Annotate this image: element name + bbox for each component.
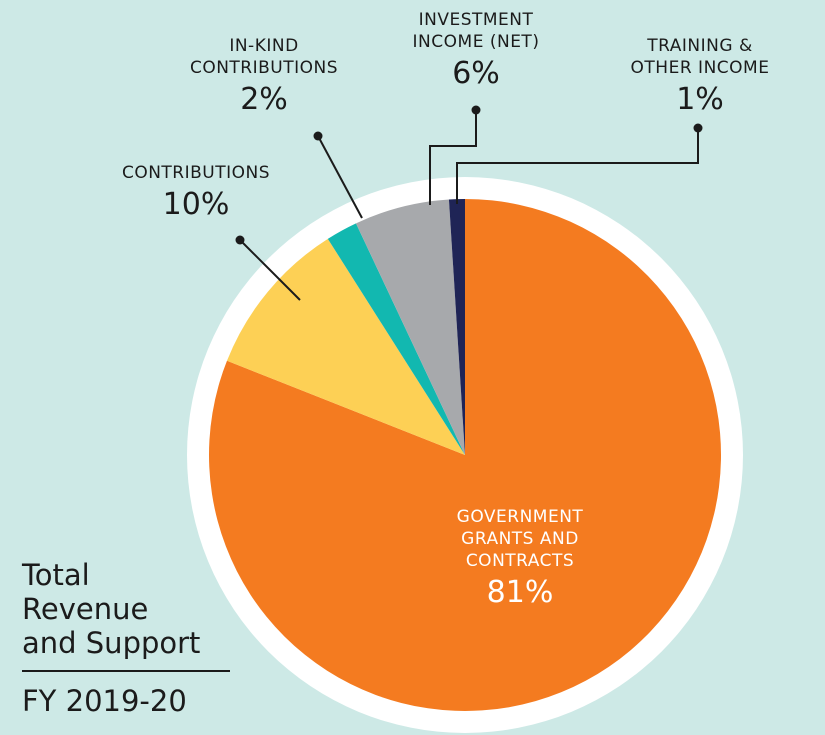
- pie-slice-government-grants-and-contracts: [209, 199, 722, 712]
- leader-dot: [313, 131, 323, 141]
- slice-value-label: 6%: [452, 56, 500, 91]
- caption-title-line-3: and Support: [22, 626, 201, 660]
- leader-line: [429, 110, 477, 205]
- caption-period: FY 2019-20: [22, 684, 187, 718]
- pie-slice-in-kind-contributions: [327, 223, 465, 455]
- slice-value-label: 2%: [240, 82, 288, 117]
- leader-dot: [235, 235, 245, 245]
- leader-dot: [471, 105, 481, 115]
- slice-label-line: CONTRACTS: [466, 551, 574, 571]
- leader-line: [317, 135, 363, 219]
- slice-value-label: 1%: [676, 82, 724, 117]
- slice-label-line: GOVERNMENT: [457, 507, 584, 527]
- slice-label-line: GRANTS AND: [461, 529, 579, 549]
- leader-dot: [693, 123, 703, 133]
- slice-label-line: IN-KIND: [229, 36, 298, 56]
- slice-label-line: INVESTMENT: [419, 10, 534, 30]
- leader-line: [456, 128, 699, 204]
- chart-caption: Total Revenue and Support FY 2019-20: [22, 558, 230, 718]
- pie-slice-training-other-income: [448, 199, 465, 455]
- caption-title-line-1: Total: [22, 558, 90, 592]
- slice-label-line: CONTRIBUTIONS: [122, 163, 270, 183]
- caption-divider: [22, 670, 230, 672]
- slice-label-line: CONTRIBUTIONS: [190, 58, 338, 78]
- slice-value-label: 10%: [163, 187, 230, 222]
- pie-slice-investment-income-net: [356, 199, 465, 455]
- slice-label-training-other-income: TRAINING &OTHER INCOME 1%: [631, 36, 770, 117]
- caption-title-line-2: Revenue: [22, 592, 149, 626]
- slice-label-line: TRAINING &: [646, 36, 752, 56]
- slice-label-line: OTHER INCOME: [631, 58, 770, 78]
- pie-slice-contributions: [226, 238, 465, 455]
- slice-value-label: 81%: [487, 575, 554, 610]
- slice-label-line: INCOME (NET): [413, 32, 540, 52]
- leader-line: [239, 239, 301, 301]
- slice-label-contributions: CONTRIBUTIONS 10%: [122, 163, 270, 222]
